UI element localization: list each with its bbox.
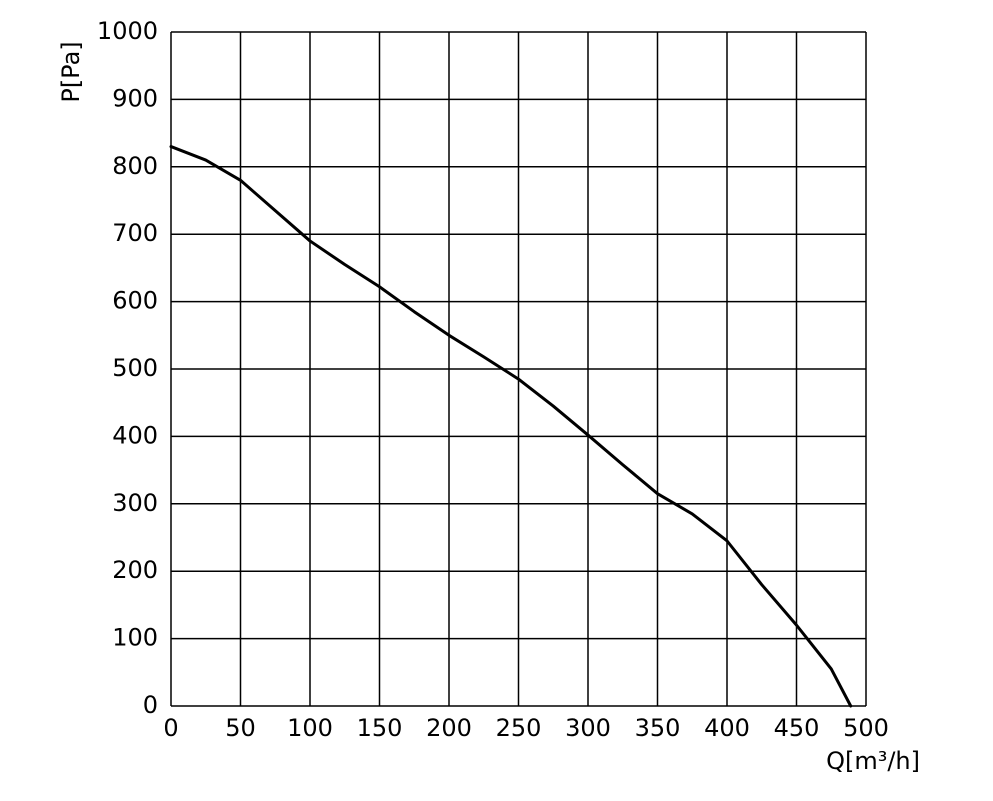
y-tick-label: 300 — [112, 489, 158, 517]
x-tick-label: 400 — [704, 714, 750, 742]
y-tick-label: 500 — [112, 354, 158, 382]
x-tick-label: 200 — [426, 714, 472, 742]
y-axis-label: P[Pa] — [57, 41, 85, 102]
y-tick-label: 800 — [112, 152, 158, 180]
y-tick-label: 1000 — [97, 17, 158, 45]
y-tick-label: 0 — [143, 691, 158, 719]
y-tick-label: 700 — [112, 219, 158, 247]
x-tick-label: 150 — [357, 714, 403, 742]
x-tick-label: 0 — [163, 714, 178, 742]
x-tick-label: 350 — [635, 714, 681, 742]
y-tick-label: 100 — [112, 624, 158, 652]
y-tick-label: 600 — [112, 287, 158, 315]
y-tick-label: 400 — [112, 421, 158, 449]
y-tick-label: 900 — [112, 84, 158, 112]
x-tick-label: 500 — [843, 714, 889, 742]
y-tick-label: 200 — [112, 556, 158, 584]
x-axis-label: Q[m³/h] — [826, 747, 920, 775]
data-line — [169, 145, 853, 708]
x-tick-label: 50 — [225, 714, 256, 742]
x-tick-label: 100 — [287, 714, 333, 742]
x-tick-label: 250 — [496, 714, 542, 742]
x-tick-label: 450 — [774, 714, 820, 742]
x-tick-label: 300 — [565, 714, 611, 742]
